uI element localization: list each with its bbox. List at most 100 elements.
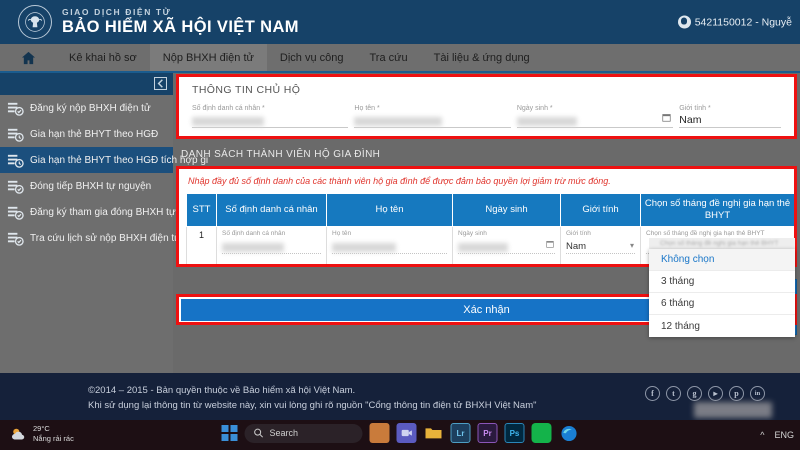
facebook-icon[interactable]: f xyxy=(645,386,660,401)
dropdown-option-1[interactable]: 3 tháng xyxy=(649,271,795,293)
chevron-down-icon[interactable]: ▾ xyxy=(629,240,634,250)
col-id: Số định danh cá nhân xyxy=(216,193,327,227)
register-doc-icon xyxy=(7,102,24,116)
renew-card-integrated-icon xyxy=(7,154,24,168)
start-button[interactable] xyxy=(221,425,238,441)
dropdown-option-0[interactable]: Không chọn xyxy=(649,249,795,271)
confirm-button[interactable]: Xác nhận xyxy=(181,298,792,321)
nav-item-1[interactable]: Nộp BHXH điện tử xyxy=(149,44,267,71)
sidebar-item-label: Đăng ký nộp BHXH điện tử xyxy=(30,102,151,114)
taskbar-app-edge[interactable] xyxy=(559,423,579,443)
bhxh-emblem-icon xyxy=(18,5,52,39)
field-birthdate[interactable]: Ngày sinh * xyxy=(516,105,674,128)
user-avatar-icon xyxy=(677,15,691,29)
cell-gender[interactable]: Giới tính Nam ▾ xyxy=(560,225,641,264)
user-account[interactable]: 5421150012 - Nguyễ xyxy=(677,15,792,29)
dropdown-option-label: 6 tháng xyxy=(661,298,695,309)
google-plus-icon[interactable]: g xyxy=(687,386,702,401)
nav-item-2[interactable]: Dịch vụ công xyxy=(267,44,357,71)
voluntary-register-icon xyxy=(7,206,24,220)
field-label: Số định danh cá nhân * xyxy=(192,105,265,112)
dropdown-field-ghost: Chọn số tháng đề nghị gia hạn thẻ BHYT xyxy=(649,238,795,250)
table-header-row: STT Số định danh cá nhân Họ tên Ngày sin… xyxy=(186,193,794,227)
taskbar-app-photoshop[interactable]: Ps xyxy=(504,423,525,443)
cell-label: Giới tính xyxy=(566,229,591,237)
search-placeholder: Search xyxy=(269,428,299,438)
dropdown-option-3[interactable]: 12 tháng xyxy=(649,315,795,337)
pinterest-icon[interactable]: p xyxy=(729,386,744,401)
taskbar-search-box[interactable]: Search xyxy=(244,423,363,443)
nav-item-4[interactable]: Tài liệu & ứng dụng xyxy=(421,44,543,71)
taskbar-app-premiere[interactable]: Pr xyxy=(477,423,498,443)
field-gender[interactable]: Giới tính * Nam xyxy=(679,105,781,128)
nav-item-label: Nộp BHXH điện tử xyxy=(162,51,254,64)
sidebar-item-label: Đăng ký tham gia đóng BHXH tự nguyện xyxy=(30,206,212,218)
nav-item-label: Tra cứu xyxy=(369,51,408,64)
dropdown-option-label: Không chọn xyxy=(661,254,715,265)
sidebar-item-label: Đóng tiếp BHXH tự nguyện xyxy=(30,180,152,192)
field-label: Họ tên * xyxy=(354,105,380,112)
home-icon xyxy=(21,51,35,64)
windows-taskbar: 29°C Nắng rải rác Search Lr Pr Ps ^ ENG xyxy=(0,420,800,450)
cell-stt: 1 xyxy=(186,225,217,264)
taskbar-app-video[interactable] xyxy=(396,423,417,443)
sidebar-item-1[interactable]: Gia hạn thẻ BHYT theo HGĐ xyxy=(0,121,173,147)
continue-pay-icon xyxy=(7,180,24,194)
calendar-icon[interactable] xyxy=(546,240,554,250)
language-indicator[interactable]: ENG xyxy=(774,430,794,440)
logo-subtitle: GIAO DỊCH ĐIỆN TỬ xyxy=(62,6,172,17)
twitter-icon[interactable]: t xyxy=(666,386,681,401)
field-fullname[interactable]: Họ tên * xyxy=(354,105,511,128)
history-lookup-icon xyxy=(7,232,24,246)
col-months: Chọn số tháng đề nghị gia hạn thẻ BHYT xyxy=(640,193,794,227)
sidebar-item-2[interactable]: Gia hạn thẻ BHYT theo HGĐ tích hợp gi xyxy=(0,147,208,173)
taskbar-app-explorer[interactable] xyxy=(424,423,444,443)
social-links: f t g ▸ p in xyxy=(645,386,765,401)
renew-card-icon xyxy=(7,128,24,142)
logo-title: BẢO HIỂM XÃ HỘI VIỆT NAM xyxy=(62,17,299,36)
cell-birth[interactable]: Ngày sinh xyxy=(452,225,561,264)
cell-label: Họ tên xyxy=(332,229,352,237)
col-birth: Ngày sinh xyxy=(452,193,561,227)
taskbar-tray: ^ ENG xyxy=(760,420,794,450)
cell-id[interactable]: Số định danh cá nhân xyxy=(216,225,327,264)
field-id-number[interactable]: Số định danh cá nhân * xyxy=(192,105,349,128)
site-logo[interactable]: GIAO DỊCH ĐIỆN TỬ BẢO HIỂM XÃ HỘI VIỆT N… xyxy=(0,5,299,39)
taskbar-weather-widget[interactable]: 29°C Nắng rải rác xyxy=(10,424,74,444)
desktop-blurred-overlay xyxy=(694,402,772,418)
weather-sun-cloud-icon xyxy=(11,428,25,440)
taskbar-app-lightroom[interactable]: Lr xyxy=(450,423,471,443)
sidebar-collapse-button[interactable] xyxy=(153,76,168,91)
col-gender: Giới tính xyxy=(560,193,641,227)
sidebar-item-label: Gia hạn thẻ BHYT theo HGĐ tích hợp gi xyxy=(30,154,209,166)
dropdown-option-2[interactable]: 6 tháng xyxy=(649,293,795,315)
nav-item-3[interactable]: Tra cứu xyxy=(357,44,421,71)
field-value: Nam xyxy=(679,114,702,126)
site-header: GIAO DỊCH ĐIỆN TỬ BẢO HIỂM XÃ HỘI VIỆT N… xyxy=(0,0,800,44)
sidebar: Đăng ký nộp BHXH điện tử Gia hạn thẻ BHY… xyxy=(0,73,211,373)
cell-name[interactable]: Họ tên xyxy=(326,225,453,264)
nav-home-button[interactable] xyxy=(0,44,56,71)
sidebar-item-label: Gia hạn thẻ BHYT theo HGĐ xyxy=(30,128,159,140)
linkedin-icon[interactable]: in xyxy=(750,386,765,401)
weather-desc: Nắng rải rác xyxy=(33,434,74,444)
chevron-up-icon[interactable]: ^ xyxy=(760,430,765,440)
household-info-panel: THÔNG TIN CHỦ HỘ Số định danh cá nhân * … xyxy=(176,74,797,139)
sidebar-item-3[interactable]: Đóng tiếp BHXH tự nguyện xyxy=(0,173,173,199)
col-name: Họ tên xyxy=(326,193,453,227)
sidebar-item-4[interactable]: Đăng ký tham gia đóng BHXH tự nguyện xyxy=(0,199,211,225)
cell-label: Chọn số tháng đề nghị gia hạn thẻ BHYT xyxy=(646,229,765,237)
months-dropdown-menu[interactable]: Không chọn 3 tháng 6 tháng 12 tháng xyxy=(649,249,795,337)
weather-temp: 29°C xyxy=(33,424,50,433)
sidebar-item-5[interactable]: Tra cứu lịch sử nộp BHXH điện tử xyxy=(0,225,181,251)
taskbar-app-custom[interactable] xyxy=(369,423,390,443)
household-panel-title: THÔNG TIN CHỦ HỘ xyxy=(192,84,301,96)
calendar-icon[interactable] xyxy=(662,113,671,125)
sidebar-item-label: Tra cứu lịch sử nộp BHXH điện tử xyxy=(30,232,181,244)
user-account-label: 5421150012 - Nguyễ xyxy=(694,16,792,28)
nav-item-0[interactable]: Kê khai hồ sơ xyxy=(56,44,150,71)
taskbar-app-green[interactable] xyxy=(531,423,552,443)
sidebar-item-0[interactable]: Đăng ký nộp BHXH điện tử xyxy=(0,95,173,121)
youtube-icon[interactable]: ▸ xyxy=(708,386,723,401)
col-stt: STT xyxy=(186,193,217,227)
